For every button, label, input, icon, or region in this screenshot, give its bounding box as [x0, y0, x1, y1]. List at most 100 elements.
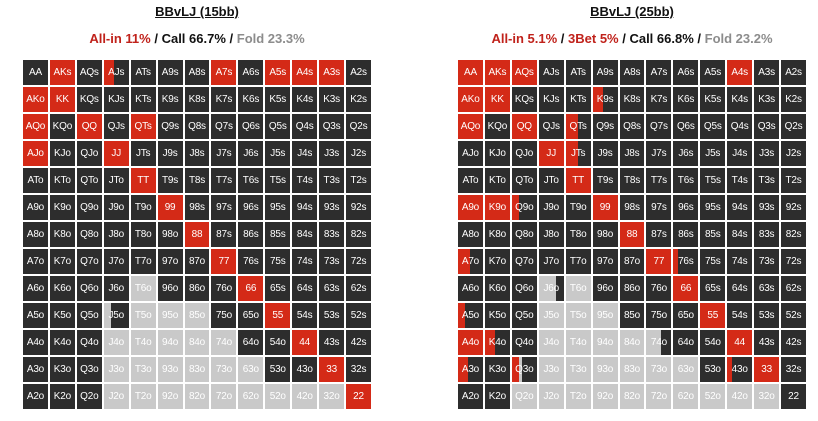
hand-cell-t5o: T5o [564, 302, 592, 329]
hand-cell-73s: 73s [753, 248, 781, 275]
hand-cell-64o: 64o [237, 329, 265, 356]
hand-cell-a3s: A3s [318, 59, 346, 86]
hand-label: 75s [704, 256, 721, 267]
hand-cell-96o: 96o [156, 275, 184, 302]
hand-label: Q2o [80, 391, 99, 402]
fold-fill [211, 357, 237, 382]
hand-cell-a5s: A5s [699, 59, 727, 86]
hand-cell-q3o: Q3o [75, 356, 103, 383]
fold-fill [157, 384, 183, 409]
hand-label: 94s [296, 202, 313, 213]
hand-cell-qto: QTo [75, 167, 103, 194]
hand-label: 92s [350, 202, 367, 213]
fold-fill [592, 330, 618, 355]
hand-label: 85s [704, 229, 721, 240]
hand-label: QTs [569, 121, 587, 132]
hand-label: A2o [461, 391, 480, 402]
hand-label: Q8o [515, 229, 534, 240]
hand-label: Q3o [80, 364, 99, 375]
hand-cell-ato: ATo [22, 167, 49, 194]
allin-fill [157, 195, 183, 220]
hand-label: K7s [215, 94, 233, 105]
hand-label: Q4s [295, 121, 314, 132]
allin-frequency: All-in 11% [89, 31, 151, 46]
hand-cell-44: 44 [726, 329, 754, 356]
hand-label: 63s [758, 283, 775, 294]
hand-label: 72s [350, 256, 367, 267]
hand-label: 72o [215, 391, 232, 402]
hand-label: 87s [651, 229, 667, 240]
hand-label: A2s [350, 67, 367, 78]
hand-cell-t5s: T5s [264, 167, 292, 194]
hand-cell-75s: 75s [699, 248, 727, 275]
hand-label: 83o [623, 364, 641, 375]
hand-cell-97s: 97s [210, 194, 238, 221]
hand-cell-j2o: J2o [102, 383, 130, 410]
hand-label: K9o [53, 202, 71, 213]
hand-cell-72o: 72o [645, 383, 673, 410]
allin-fill [23, 141, 48, 166]
hand-cell-q7s: Q7s [210, 113, 238, 140]
hand-cell-32o: 32o [318, 383, 346, 410]
hand-label: 42s [350, 337, 367, 348]
allin-fill [754, 357, 780, 382]
hand-cell-a2o: A2o [22, 383, 49, 410]
hand-label: KTs [135, 94, 152, 105]
hand-label: T6s [242, 175, 259, 186]
allin-fill [211, 249, 237, 274]
hand-cell-q3s: Q3s [753, 113, 781, 140]
fold-fill [103, 384, 129, 409]
hand-cell-q5s: Q5s [699, 113, 727, 140]
hand-label: 94o [597, 337, 614, 348]
hand-cell-96s: 96s [237, 194, 265, 221]
hand-label: J4o [108, 337, 124, 348]
hand-cell-q5s: Q5s [264, 113, 292, 140]
hand-cell-84s: 84s [291, 221, 319, 248]
hand-label: A3o [26, 364, 45, 375]
hand-label: JTs [135, 148, 151, 159]
hand-cell-j5o: J5o [102, 302, 130, 329]
hand-label: 88 [191, 229, 203, 240]
hand-label: 32o [758, 391, 775, 402]
hand-cell-q3o: Q3o [510, 356, 538, 383]
hand-cell-k3s: K3s [753, 86, 781, 113]
hand-label: T8o [134, 229, 152, 240]
hand-label: Q5s [268, 121, 287, 132]
hand-label: KQs [79, 94, 99, 105]
hand-label: Q9o [80, 202, 99, 213]
chart-title: BBvLJ (25bb) [590, 4, 674, 19]
hand-cell-q2s: Q2s [780, 113, 807, 140]
hand-cell-94s: 94s [726, 194, 754, 221]
hand-label: J7o [108, 256, 124, 267]
hand-label: 76o [650, 283, 667, 294]
hand-cell-kqo: KQo [483, 113, 511, 140]
hand-cell-63s: 63s [318, 275, 346, 302]
hand-range-grid: AA AKs AQs AJs ATs A9s A8s A7s A6s A5s A4s A3s A2s AK… [22, 59, 372, 410]
hand-label: A6o [461, 283, 480, 294]
hand-label: 94s [731, 202, 748, 213]
hand-cell-j2s: J2s [780, 140, 807, 167]
hand-label: 84o [188, 337, 206, 348]
hand-label: 97s [216, 202, 232, 213]
hand-label: J6o [543, 283, 559, 294]
hand-label: JJ [546, 148, 557, 159]
hand-cell-q9o: Q9o [510, 194, 538, 221]
hand-label: 82o [623, 391, 641, 402]
fold-fill [211, 330, 237, 355]
hand-label: K8s [188, 94, 206, 105]
hand-label: A9o [461, 202, 480, 213]
hand-label: KTs [570, 94, 587, 105]
fold-fill [238, 384, 264, 409]
hand-label: AJo [462, 148, 479, 159]
hand-label: T7s [650, 175, 667, 186]
hand-cell-aqs: AQs [75, 59, 103, 86]
hand-label: T6o [569, 283, 587, 294]
hand-cell-kjs: KJs [537, 86, 565, 113]
hand-label: A6s [242, 67, 260, 78]
hand-label: 52s [350, 310, 367, 321]
hand-cell-j4s: J4s [291, 140, 319, 167]
hand-cell-a3s: A3s [753, 59, 781, 86]
fold-fill [130, 384, 156, 409]
hand-label: KJs [108, 94, 125, 105]
hand-label: 93o [162, 364, 179, 375]
